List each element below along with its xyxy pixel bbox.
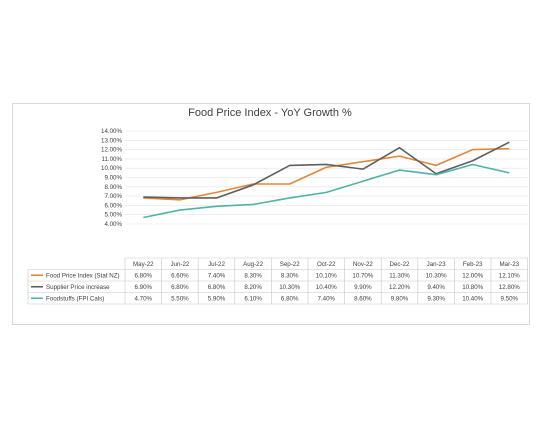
chart-title: Food Price Index - YoY Growth % [188, 107, 352, 119]
data-label: 9.50% [501, 295, 519, 302]
data-label: 4.70% [135, 295, 153, 302]
data-label: 10.10% [316, 272, 337, 279]
y-axis: 4.00% 5.00% 6.00% 7.00% 8.00% 9.00% 10.00% 11.0… [101, 128, 122, 228]
data-label: 6.90% [135, 284, 153, 291]
x-tick-label: Dec-22 [390, 261, 411, 268]
y-tick-label: 8.00% [104, 184, 122, 191]
data-label: 10.30% [279, 284, 300, 291]
data-label: 10.40% [462, 295, 483, 302]
data-label: 8.30% [281, 272, 299, 279]
data-label: 9.30% [427, 295, 445, 302]
y-tick-label: 13.00% [101, 137, 122, 144]
y-tick-label: 11.00% [101, 156, 122, 163]
data-label: 6.10% [244, 295, 262, 302]
y-tick-label: 4.00% [104, 221, 122, 228]
legend-label: Food Price Index (Stat NZ) [46, 272, 120, 279]
data-label: 12.10% [499, 272, 520, 279]
y-tick-label: 12.00% [101, 147, 122, 154]
data-label: 12.20% [389, 284, 410, 291]
data-label: 12.80% [499, 284, 520, 291]
data-label: 6.80% [281, 295, 299, 302]
y-tick-label: 7.00% [104, 193, 122, 200]
data-table: May-22 Jun-22 Jul-22 Aug-22 Sep-22 Oct-22 Nov-… [27, 257, 528, 305]
data-label: 8.30% [244, 272, 262, 279]
data-label: 9.90% [354, 284, 372, 291]
data-label: 7.40% [208, 272, 226, 279]
data-label: 5.50% [171, 295, 189, 302]
x-tick-label: Sep-22 [280, 261, 301, 268]
legend-label: Supplier Price increase [46, 284, 110, 291]
x-tick-label: Nov-22 [353, 261, 374, 268]
data-label: 10.80% [462, 284, 483, 291]
x-tick-label: May-22 [133, 261, 154, 268]
data-label: 8.20% [244, 284, 262, 291]
data-label: 10.70% [352, 272, 373, 279]
data-label: 9.40% [427, 284, 445, 291]
data-label: 8.60% [354, 295, 372, 302]
series-line-3 [143, 163, 510, 219]
data-label: 6.80% [171, 284, 189, 291]
x-tick-label: Jul-22 [208, 261, 225, 268]
x-tick-label: Aug-22 [243, 261, 264, 268]
series-lines [143, 141, 510, 219]
data-label: 12.00% [462, 272, 483, 279]
legend-label: Foodstuffs (FPI Cals) [46, 295, 104, 302]
data-label: 6.80% [208, 284, 226, 291]
data-label: 10.40% [316, 284, 337, 291]
x-tick-label: Mar-23 [499, 261, 519, 268]
y-tick-label: 10.00% [101, 165, 122, 172]
data-label: 11.30% [389, 272, 410, 279]
x-tick-label: Oct-22 [317, 261, 336, 268]
x-tick-label: Jan-23 [427, 261, 446, 268]
y-tick-label: 6.00% [104, 202, 122, 209]
data-label: 6.80% [135, 272, 153, 279]
data-label: 9.80% [391, 295, 409, 302]
data-label: 7.40% [318, 295, 336, 302]
y-tick-label: 9.00% [104, 175, 122, 182]
x-tick-label: Jun-22 [170, 261, 189, 268]
data-label: 10.30% [426, 272, 447, 279]
data-label: 5.90% [208, 295, 226, 302]
data-label: 6.60% [171, 272, 189, 279]
x-tick-label: Feb-23 [463, 261, 483, 268]
y-tick-label: 5.00% [104, 212, 122, 219]
y-tick-label: 14.00% [101, 128, 122, 135]
